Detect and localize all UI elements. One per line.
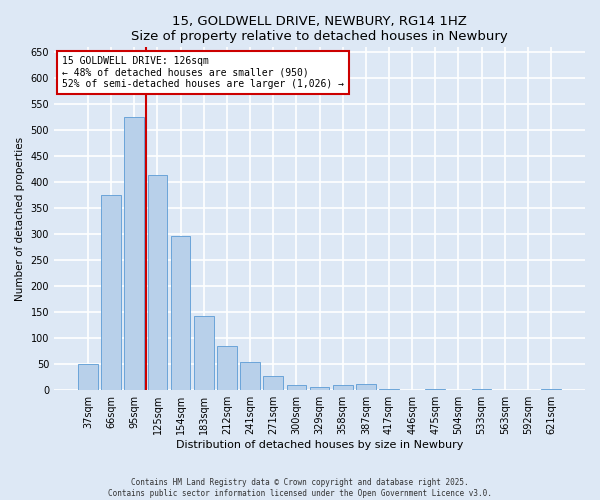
Bar	[310, 386, 329, 390]
Bar	[333, 385, 353, 390]
Y-axis label: Number of detached properties: Number of detached properties	[15, 136, 25, 300]
Bar	[171, 236, 190, 390]
Bar	[356, 384, 376, 390]
Bar	[541, 388, 561, 390]
Bar	[217, 346, 237, 390]
Bar	[124, 117, 144, 390]
Bar	[148, 176, 167, 390]
Bar	[263, 376, 283, 390]
Bar	[472, 389, 491, 390]
Bar	[379, 389, 399, 390]
Bar	[287, 385, 306, 390]
Bar	[240, 362, 260, 390]
Bar	[425, 388, 445, 390]
Text: Contains HM Land Registry data © Crown copyright and database right 2025.
Contai: Contains HM Land Registry data © Crown c…	[108, 478, 492, 498]
Bar	[194, 316, 214, 390]
Bar	[78, 364, 98, 390]
X-axis label: Distribution of detached houses by size in Newbury: Distribution of detached houses by size …	[176, 440, 463, 450]
Title: 15, GOLDWELL DRIVE, NEWBURY, RG14 1HZ
Size of property relative to detached hous: 15, GOLDWELL DRIVE, NEWBURY, RG14 1HZ Si…	[131, 15, 508, 43]
Text: 15 GOLDWELL DRIVE: 126sqm
← 48% of detached houses are smaller (950)
52% of semi: 15 GOLDWELL DRIVE: 126sqm ← 48% of detac…	[62, 56, 344, 88]
Bar	[101, 195, 121, 390]
